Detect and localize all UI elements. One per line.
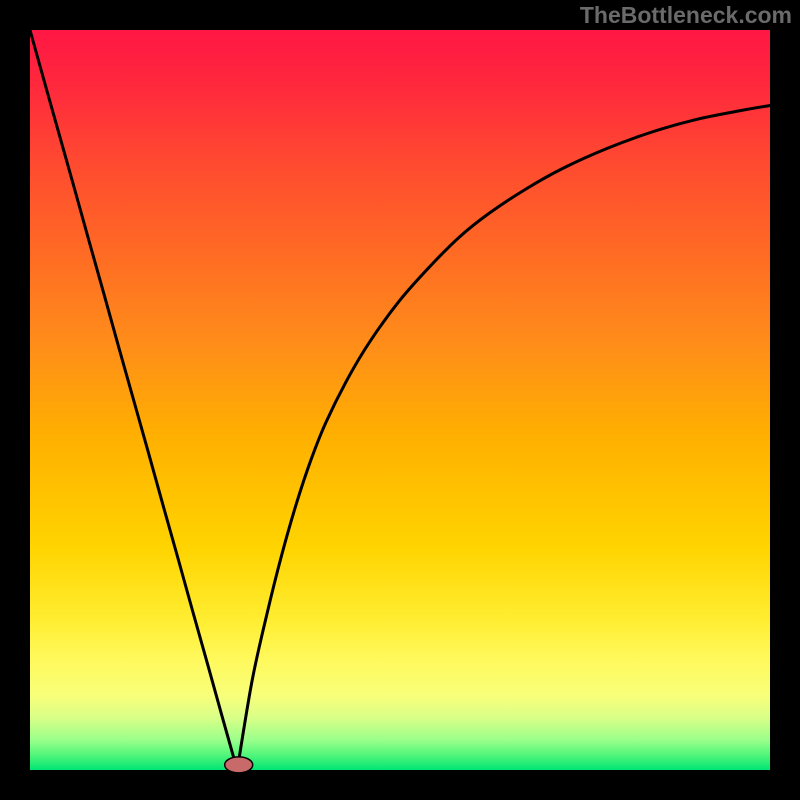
bottleneck-chart: TheBottleneck.com: [0, 0, 800, 800]
optimum-point-marker: [225, 757, 253, 773]
watermark-text: TheBottleneck.com: [580, 2, 792, 29]
chart-plot-area: [30, 30, 770, 770]
chart-svg: [0, 0, 800, 800]
